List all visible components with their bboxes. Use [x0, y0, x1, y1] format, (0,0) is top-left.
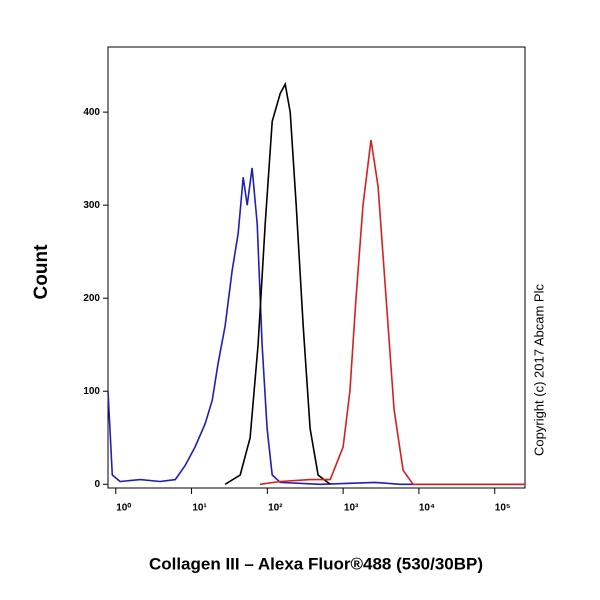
x-tick-label: 10⁴	[419, 503, 435, 514]
y-tick-label: 400	[83, 107, 100, 118]
y-tick-label: 200	[83, 293, 100, 304]
histogram-line	[107, 167, 525, 486]
x-tick-label: 10³	[344, 503, 359, 514]
x-tick-label: 10¹	[192, 503, 207, 514]
x-tick-label: 10²	[268, 503, 283, 514]
x-tick-label: 10⁵	[495, 503, 511, 514]
x-tick-label: 10⁰	[116, 503, 131, 514]
x-axis-label: Collagen III – Alexa Fluor®488 (530/30BP…	[149, 554, 483, 573]
copyright: Copyright (c) 2017 Abcam Plc	[531, 284, 546, 456]
plot-frame	[107, 46, 526, 489]
y-tick-label: 300	[83, 200, 100, 211]
y-axis-label: Count	[31, 244, 52, 300]
y-tick-label: 100	[83, 386, 100, 397]
histogram-line	[224, 81, 331, 485]
y-tick-label: 0	[94, 479, 100, 490]
histogram-line	[259, 139, 525, 486]
